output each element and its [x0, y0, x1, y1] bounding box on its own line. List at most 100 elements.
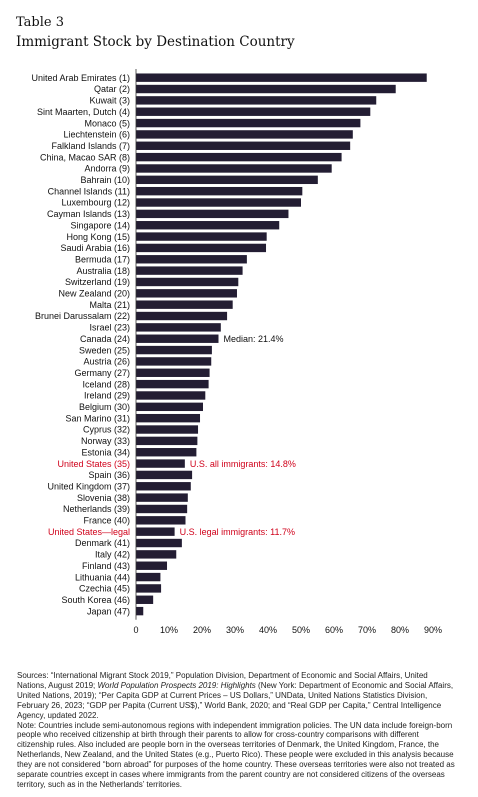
- category-label: Channel Islands (11): [48, 186, 130, 196]
- bar: [136, 266, 243, 275]
- bar: [136, 107, 371, 116]
- category-label: Italy (42): [95, 550, 130, 560]
- bar: [136, 243, 267, 253]
- bar: [136, 595, 154, 604]
- bar: [136, 538, 182, 548]
- category-label: Czechia (45): [79, 584, 130, 594]
- bar: [136, 493, 188, 502]
- bar: [136, 232, 267, 241]
- x-tick-label: 20%: [193, 625, 211, 635]
- bar: [136, 209, 289, 219]
- bar: [136, 198, 301, 207]
- bar: [136, 402, 203, 412]
- category-label: Kuwait (3): [89, 96, 130, 106]
- category-label: Estonia (34): [81, 447, 130, 457]
- category-label: Brunei Darussalam (22): [35, 311, 130, 321]
- bar: [136, 334, 219, 343]
- bar-annotation: Median: 21.4%: [224, 334, 284, 344]
- category-label: Bermuda (17): [75, 254, 130, 264]
- category-label: Singapore (14): [70, 220, 130, 230]
- bar: [136, 606, 144, 616]
- category-label: France (40): [83, 516, 130, 526]
- x-tick-label: 90%: [424, 625, 442, 635]
- category-label: Qatar (2): [94, 84, 130, 94]
- bar: [136, 448, 197, 457]
- category-label: Denmark (41): [75, 538, 130, 548]
- sources-text: Sources: “International Migrant Stock 20…: [17, 671, 457, 721]
- bar-annotation: U.S. legal immigrants: 11.7%: [180, 527, 295, 537]
- bar: [136, 527, 175, 536]
- category-label: Austria (26): [83, 357, 130, 367]
- category-label: Switzerland (19): [65, 277, 130, 287]
- bar: [136, 289, 237, 298]
- bar: [136, 425, 199, 434]
- bar-chart: United Arab Emirates (1)Qatar (2) Kuwait …: [31, 69, 442, 635]
- sources-prefix: Sources: “International Migrant Stock 20…: [17, 671, 428, 690]
- bar: [136, 130, 353, 139]
- bar: [136, 255, 247, 264]
- x-tick-label: 40%: [259, 625, 277, 635]
- category-label: Bahrain (10): [80, 175, 130, 185]
- category-label: Saudi Arabia (16): [60, 243, 130, 253]
- category-label: Belgium (30): [79, 402, 130, 412]
- bar: [136, 152, 342, 162]
- bar: [136, 379, 209, 389]
- category-label: Andorra (9): [84, 164, 130, 174]
- category-label: San Marino (31): [65, 413, 130, 423]
- x-tick-label: 50%: [292, 625, 310, 635]
- bar: [136, 550, 177, 559]
- category-label: Lithuania (44): [75, 572, 130, 582]
- category-label: United Arab Emirates (1): [31, 73, 130, 83]
- category-label: United States—legal: [48, 527, 130, 537]
- bar: [136, 323, 221, 332]
- bar: [136, 345, 212, 355]
- x-tick-label: 80%: [391, 625, 409, 635]
- bar: [136, 561, 168, 570]
- category-label: South Korea (46): [61, 595, 130, 605]
- x-tick-label: 10%: [160, 625, 178, 635]
- category-label: Spain (36): [88, 470, 130, 480]
- x-tick-label: 0: [133, 625, 138, 635]
- category-label: Norway (33): [81, 436, 130, 446]
- bar: [136, 141, 351, 150]
- sources-italic: World Population Prospects 2019: Highlig…: [97, 680, 256, 690]
- bar: [136, 164, 332, 173]
- category-label: Netherlands (39): [63, 504, 130, 514]
- category-label: Cayman Islands (13): [47, 209, 130, 219]
- table-number: Table 3: [16, 15, 64, 30]
- category-label: Sint Maarten, Dutch (4): [37, 107, 130, 117]
- bar: [136, 300, 233, 309]
- bar: [136, 584, 162, 593]
- note-text: Note: Countries include semi-autonomous …: [17, 720, 455, 789]
- bar: [136, 459, 185, 468]
- bar: [136, 391, 206, 400]
- category-label: Germany (27): [74, 368, 130, 378]
- bar: [136, 572, 161, 582]
- bar: [136, 516, 186, 525]
- category-label: Sweden (25): [79, 345, 130, 355]
- category-label: United Kingdom (37): [47, 481, 130, 491]
- bar: [136, 118, 361, 128]
- sources-rest: (New York: Department of Economic and So…: [17, 680, 454, 720]
- category-label: Ireland (29): [84, 391, 130, 401]
- category-label: New Zealand (20): [58, 289, 130, 299]
- x-tick-label: 60%: [325, 625, 343, 635]
- bar-annotation: U.S. all immigrants: 14.8%: [190, 459, 296, 469]
- bar: [136, 277, 239, 287]
- bar: [136, 175, 318, 185]
- bar: [136, 482, 191, 491]
- x-tick-label: 30%: [226, 625, 244, 635]
- category-label: Falkland Islands (7): [51, 141, 130, 151]
- category-label: Liechtenstein (6): [63, 130, 130, 140]
- bar: [136, 470, 193, 480]
- category-label: Cyprus (32): [83, 425, 130, 435]
- bar: [136, 221, 280, 230]
- category-label: Australia (18): [76, 266, 130, 276]
- category-label: Hong Kong (15): [66, 232, 130, 242]
- category-label: China, Macao SAR (8): [40, 152, 130, 162]
- category-label: Slovenia (38): [77, 493, 130, 503]
- bar: [136, 186, 303, 196]
- chart-title: Immigrant Stock by Destination Country: [16, 34, 295, 50]
- category-label: Malta (21): [89, 300, 130, 310]
- bar: [136, 436, 198, 446]
